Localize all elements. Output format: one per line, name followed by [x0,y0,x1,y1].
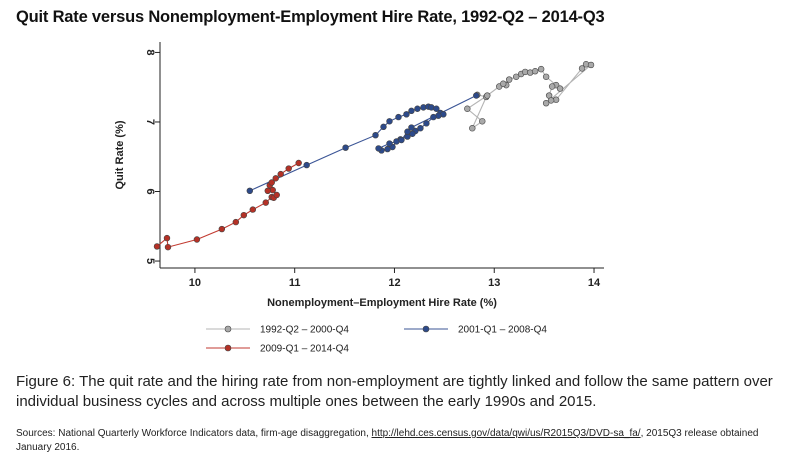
data-point [232,218,240,226]
y-axis-title: Quit Rate (%) [114,120,126,189]
data-point [386,118,393,125]
data-point [273,191,280,199]
legend-item-1: 1992-Q2 – 2000-Q4 [206,325,349,336]
sources-link[interactable]: http://lehd.ces.census.gov/data/qwi/us/R… [371,428,641,439]
data-point [556,85,564,92]
chart-title: Quit Rate versus Nonemployment-Employmen… [16,8,605,26]
data-point [414,105,421,112]
x-tick-label: 10 [189,277,201,289]
data-point [249,206,256,213]
x-tick-label: 11 [289,277,301,289]
y-tick-label: 7 [144,119,156,125]
data-point [386,140,393,147]
data-point [193,236,201,243]
data-point [542,73,550,80]
data-point [423,120,430,127]
sources-prefix: Sources: National Quarterly Workforce In… [16,428,372,439]
legend-item-3: 2009-Q1 – 2014-Q4 [206,344,349,355]
legend-marker [224,325,232,333]
data-point [404,128,411,135]
data-point [342,144,349,151]
data-point [246,187,253,195]
data-point [469,125,476,132]
figure-caption: Figure 6: The quit rate and the hiring r… [16,373,773,410]
data-point [375,145,382,152]
sources-suffix: , 2015Q3 release obtained January 2016. [16,428,759,453]
chart-series [153,61,595,251]
x-axis-title: Nonemployment–Employment Hire Rate (%) [267,297,497,309]
data-point [408,107,415,115]
legend-marker [224,344,232,352]
data-point [403,111,410,118]
data-point [398,136,405,144]
data-point [395,113,402,121]
data-point [484,92,491,99]
data-point [548,83,556,90]
data-point [506,76,513,83]
y-tick-label: 8 [144,49,156,55]
data-point [268,179,275,186]
data-point [218,225,226,233]
series-3 [153,159,302,251]
series-line [249,95,477,192]
chart-axes: 10 11 12 13 14 5 6 7 8 Nonemployment–Employment H… [114,42,604,309]
data-point [408,124,415,131]
chart-legend: 1992-Q2 – 2000-Q4 2001-Q1 – 2008-Q4 2009-Q… [206,325,547,355]
data-point [372,131,379,139]
data-point [285,165,292,172]
x-tick-label: 14 [588,277,601,289]
legend-label: 1992-Q2 – 2000-Q4 [260,325,349,336]
data-point [240,211,248,219]
data-point [547,97,555,104]
x-tick-label: 12 [388,277,400,289]
data-point [473,92,480,99]
y-tick-label: 5 [144,258,156,264]
data-point [417,125,424,132]
sources-note: Sources: National Quarterly Workforce In… [16,427,796,455]
legend-marker [422,325,430,333]
chart-svg: 10 11 12 13 14 5 6 7 8 Nonemployment–Employment H… [114,42,604,355]
x-tick-label: 13 [488,277,500,289]
y-tick-label: 6 [144,188,156,194]
series-1 [464,61,595,132]
data-point [537,65,545,73]
data-point [380,123,387,131]
data-point [262,199,269,206]
data-point [531,68,539,75]
data-point [384,145,391,153]
data-point [303,161,310,169]
data-point [578,65,586,72]
data-point [433,105,440,112]
legend-item-2: 2001-Q1 – 2008-Q4 [404,325,547,336]
data-point [479,118,486,125]
data-point [164,243,172,251]
series-2 [246,92,480,195]
data-point [272,175,279,182]
data-point [295,159,302,167]
data-point [587,61,595,69]
data-point [500,80,507,87]
data-point [163,234,171,242]
data-point [512,73,520,80]
data-point [153,243,161,250]
data-point [542,99,550,107]
data-point [430,113,437,121]
data-point [264,187,271,195]
legend-label: 2009-Q1 – 2014-Q4 [260,344,349,355]
legend-label: 2001-Q1 – 2008-Q4 [458,325,547,336]
data-point [277,170,284,178]
data-point [464,105,471,112]
